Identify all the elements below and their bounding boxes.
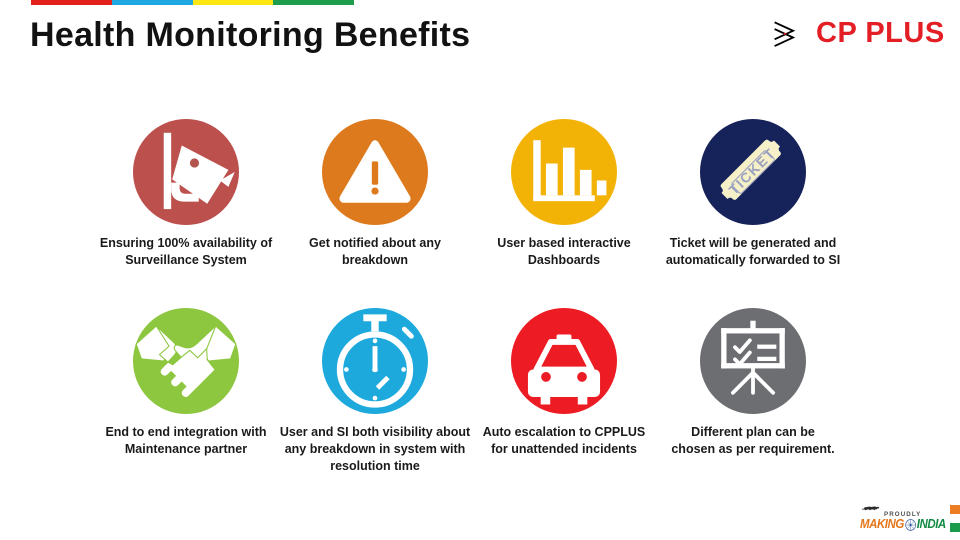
svg-text:TICKET: TICKET [726, 145, 779, 198]
